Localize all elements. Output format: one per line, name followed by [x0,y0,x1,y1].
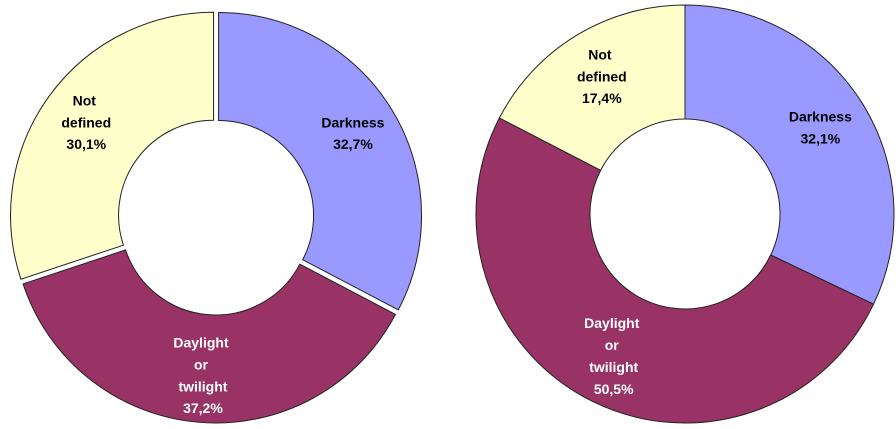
donut-slice [684,4,895,305]
slice-category-label: Darkness [789,108,852,124]
slice-value-label: 17,4% [582,90,622,106]
slice-category-label: Not defined [61,92,111,130]
label-line: defined [61,114,111,130]
donut-slice [218,11,422,311]
slice-value-label: 50,5% [594,381,634,397]
label-line: twilight [178,378,227,394]
label-line: Darkness [789,108,852,124]
donut-slice [475,117,875,424]
slice-value-label: 30,1% [66,136,106,152]
slice-value-label: 32,7% [333,136,373,152]
slice-value-label: 37,2% [183,400,223,416]
slice-value-label: 32,1% [801,130,841,146]
label-line: Darkness [321,114,384,130]
label-line: defined [577,68,627,84]
label-line: Daylight [173,334,232,350]
label-line: Not [73,92,100,108]
slice-category-label: Daylight or twilight [173,334,232,394]
slice-category-label: Darkness [321,114,384,130]
slice-category-label: Not defined [577,46,627,84]
label-line: or [194,356,212,372]
label-line: twilight [589,359,638,375]
label-line: Not [588,46,615,62]
donut-slice [10,11,215,280]
label-line: Daylight [584,315,643,331]
slice-category-label: Daylight or twilight [584,315,643,375]
donut-slice [498,4,686,172]
label-line: or [605,337,623,353]
donut-slice [22,249,397,424]
